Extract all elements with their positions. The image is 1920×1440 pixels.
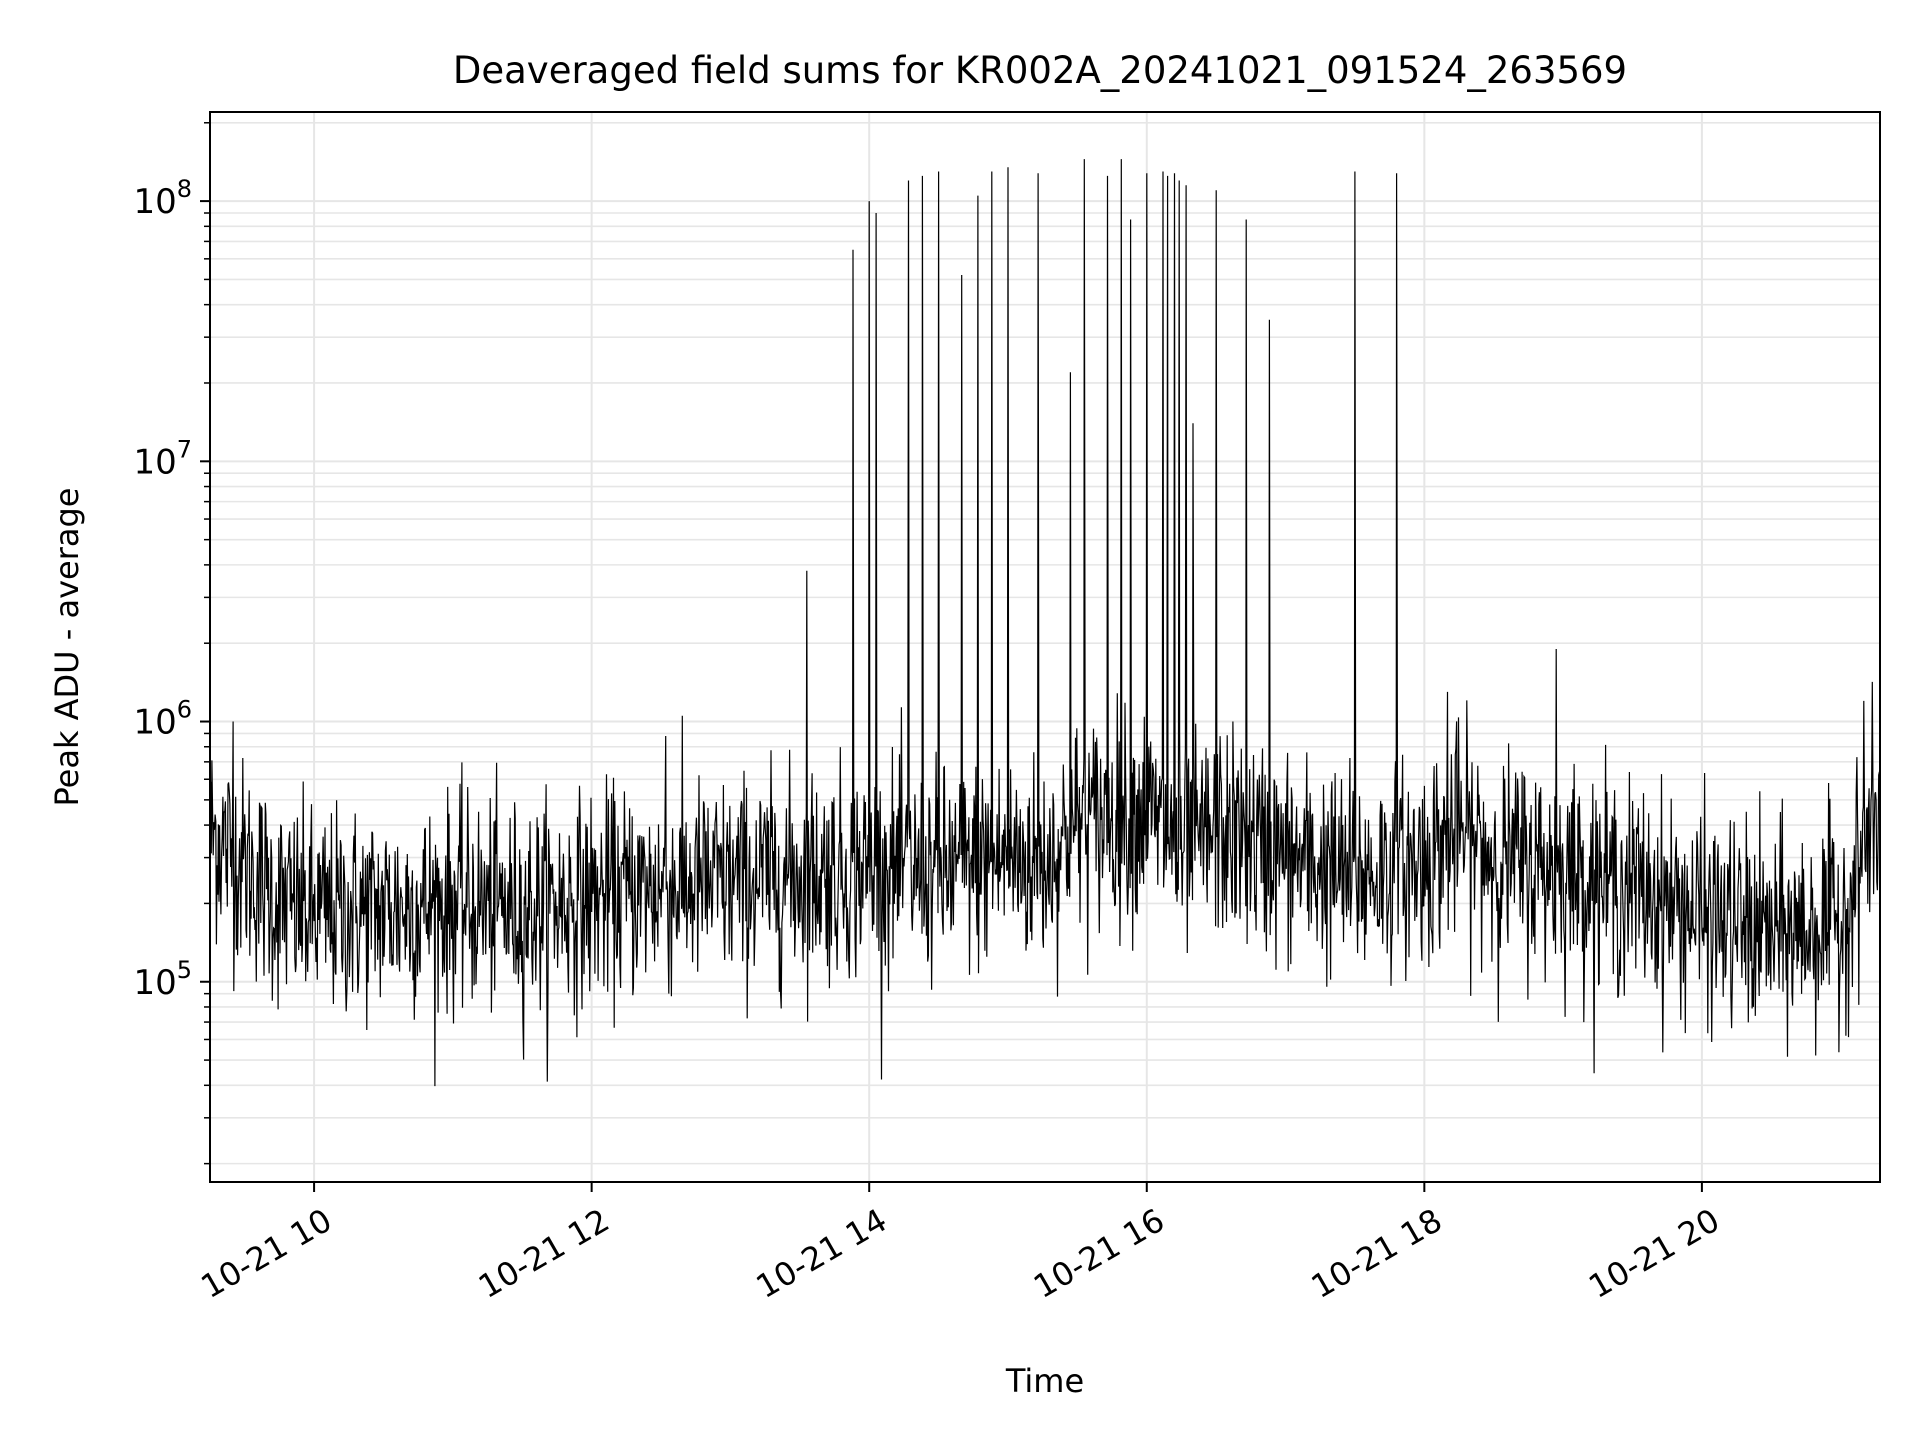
y-tick-label: 106 xyxy=(133,696,192,743)
series-line xyxy=(210,159,1880,1087)
y-axis-label: Peak ADU - average xyxy=(48,488,86,807)
y-tick-label: 105 xyxy=(133,956,192,1003)
y-axis: 105 106 107 108 xyxy=(133,122,210,1165)
y-tick-label: 107 xyxy=(133,435,192,482)
series-path xyxy=(210,159,1880,1087)
y-tick-label: 108 xyxy=(133,175,192,222)
plot-frame xyxy=(209,111,1881,1183)
chart-title: Deaveraged field sums for KR002A_2024102… xyxy=(453,49,1627,92)
x-axis-label: Time xyxy=(1005,1362,1084,1400)
